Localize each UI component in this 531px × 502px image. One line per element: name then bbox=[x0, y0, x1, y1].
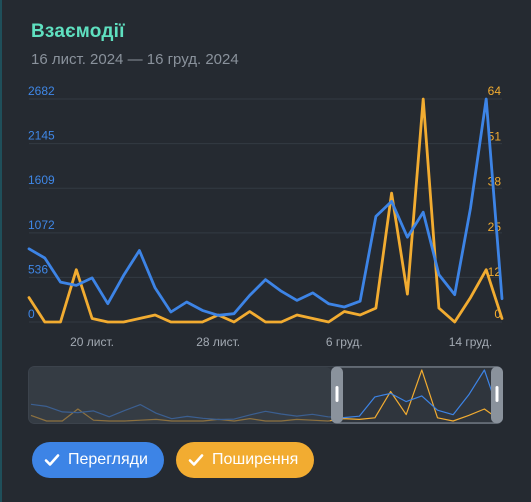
y-right-tick-label: 25 bbox=[488, 220, 502, 234]
grip-icon bbox=[335, 386, 339, 402]
series-line-views[interactable] bbox=[27, 97, 504, 317]
card-title: Взаємодії bbox=[31, 21, 125, 42]
legend-label-shares: Поширення bbox=[211, 451, 299, 468]
x-tick-label: 6 груд. bbox=[326, 335, 363, 349]
x-tick-label: 14 груд. bbox=[449, 335, 493, 349]
x-axis: 20 лист. 28 лист. 6 груд. 14 груд. bbox=[70, 335, 492, 349]
x-tick-label: 28 лист. bbox=[196, 335, 240, 349]
navigator-handle-right[interactable] bbox=[491, 367, 503, 423]
check-icon bbox=[188, 453, 204, 467]
grip-icon bbox=[495, 386, 499, 402]
y-left-tick-label: 2145 bbox=[28, 129, 55, 143]
legend: Перегляди Поширення bbox=[32, 442, 315, 478]
range-navigator[interactable] bbox=[28, 366, 503, 424]
y-right-tick-label: 51 bbox=[488, 129, 502, 143]
y-left-tick-label: 1072 bbox=[28, 218, 55, 232]
legend-label-views: Перегляди bbox=[68, 451, 148, 468]
x-tick-label: 20 лист. bbox=[70, 335, 114, 349]
card-edge-accent bbox=[0, 0, 2, 502]
navigator-mask bbox=[29, 367, 331, 423]
legend-toggle-views[interactable]: Перегляди bbox=[32, 442, 164, 478]
y-left-tick-label: 1609 bbox=[28, 173, 55, 187]
y-axis-left: 0 536 1072 1609 2145 2682 bbox=[28, 85, 55, 321]
legend-toggle-shares[interactable]: Поширення bbox=[175, 442, 315, 478]
y-right-tick-label: 12 bbox=[488, 265, 502, 279]
y-right-tick-label: 0 bbox=[494, 307, 501, 321]
y-left-tick-label: 2682 bbox=[28, 85, 55, 98]
date-range: 16 лист. 2024 — 16 груд. 2024 bbox=[31, 51, 239, 68]
navigator-handle-left[interactable] bbox=[331, 367, 343, 423]
y-right-tick-label: 64 bbox=[488, 85, 502, 98]
series-line-shares[interactable] bbox=[27, 97, 504, 324]
y-left-tick-label: 0 bbox=[28, 307, 35, 321]
series-group bbox=[27, 97, 504, 324]
check-icon bbox=[44, 453, 60, 467]
y-left-tick-label: 536 bbox=[28, 262, 48, 276]
